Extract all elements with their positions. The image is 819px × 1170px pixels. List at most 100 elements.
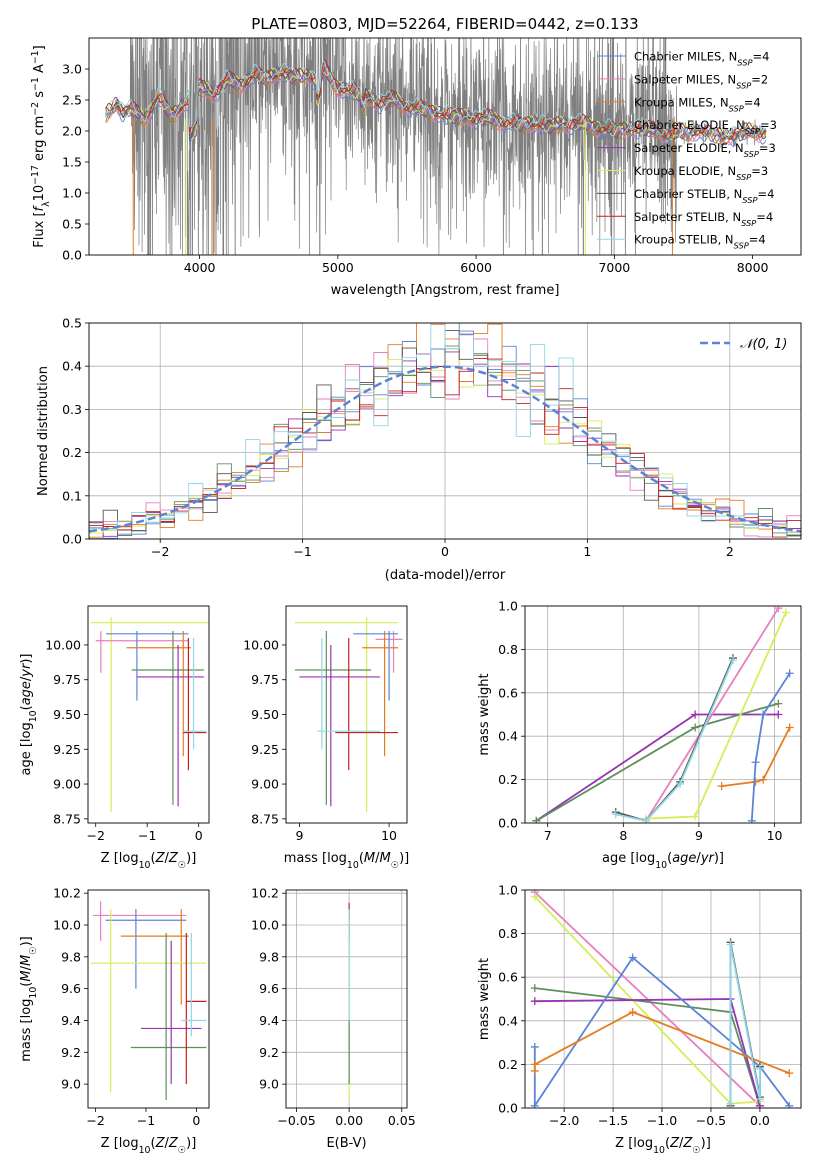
weight-marker-kroupa_elodie: [781, 608, 790, 617]
y-tick-label: 2.0: [62, 124, 82, 139]
weight-marker-salpeter_elodie: [774, 710, 783, 719]
x-tick-label: 5000: [322, 260, 354, 275]
mass-vs-Z-points: [90, 901, 207, 1101]
x-tick-label: −2: [151, 544, 169, 559]
y-tick-label: 9.00: [53, 777, 81, 792]
weight-marker-kroupa_elodie: [530, 892, 539, 901]
y-tick-label: 1.5: [62, 155, 82, 170]
legend-label-kroupa_stelib: Kroupa STELIB, NSSP=4: [634, 233, 766, 251]
y-tick-label: 0.0: [62, 532, 82, 547]
y-tick-label: 9.6: [259, 981, 279, 996]
mass-vs-Z-frame: [87, 889, 210, 1109]
x-tick-label: 2: [726, 544, 734, 559]
x-tick-label: 7000: [598, 260, 630, 275]
residuals-xlabel: (data-model)/error: [385, 568, 506, 583]
x-tick-label: 9: [695, 828, 703, 843]
y-tick-label: 0.6: [498, 685, 518, 700]
weight-marker-kroupa_stelib: [755, 1064, 764, 1073]
x-tick-label: 7: [544, 828, 552, 843]
x-tick-label: −1: [138, 828, 156, 843]
y-tick-label: 9.25: [251, 742, 279, 757]
age-vs-mass-points: [294, 617, 403, 812]
y-tick-label: 9.75: [53, 672, 81, 687]
x-tick-label: 0.00: [335, 1113, 363, 1128]
legend-label-chabrier_stelib: Chabrier STELIB, NSSP=4: [634, 187, 774, 205]
weight-marker-salpeter_miles: [774, 606, 783, 613]
y-tick-label: 9.75: [251, 672, 279, 687]
weight-marker-chabrier_elodie: [691, 723, 700, 732]
weight-marker-kroupa_stelib: [641, 816, 650, 823]
mass-vs-Z-xlabel: Z [log10(Z/Z☉)]: [101, 1136, 197, 1156]
y-tick-label: 10.2: [53, 886, 81, 901]
weight-marker-chabrier_elodie: [532, 816, 541, 823]
legend-label-salpeter_miles: Salpeter MILES, NSSP=2: [634, 72, 768, 90]
weight-vs-age-lines: [532, 606, 794, 823]
y-tick-label: 9.00: [251, 777, 279, 792]
y-tick-label: 1.0: [498, 883, 518, 898]
x-tick-label: −0.5: [696, 1113, 726, 1128]
weight-marker-chabrier_elodie: [774, 699, 783, 708]
x-tick-label: −2.0: [549, 1113, 579, 1128]
weight-line-kroupa_stelib: [729, 944, 761, 1104]
weight-vs-age-xlabel: age [log10(age/yr)]: [602, 851, 724, 871]
age-vs-Z-axes: −2 −1 0 8.75 9.00 9.25 9.50 9.75 10.00: [45, 637, 203, 843]
weight-marker-kroupa_miles: [717, 782, 726, 791]
weight-marker-kroupa_elodie: [691, 812, 700, 821]
y-tick-label: 0.0: [62, 248, 82, 263]
age-vs-Z-frame: [87, 605, 210, 824]
x-tick-label: 0: [195, 828, 203, 843]
weight-vs-Z-lines: [530, 890, 794, 1108]
y-tick-label: 9.25: [53, 742, 81, 757]
model-line-salpeter_stelib: [105, 59, 766, 141]
legend-label-chabrier_miles: Chabrier MILES, NSSP=4: [634, 50, 769, 68]
mass-vs-EBV-frame: [285, 889, 408, 1109]
spectrum-xlabel: wavelength [Angstrom, rest frame]: [331, 283, 560, 298]
x-tick-label: 6000: [460, 260, 492, 275]
weight-marker-chabrier_miles: [785, 1101, 794, 1108]
mass-vs-EBV-axes: −0.05 0.00 0.05 9.0 9.2 9.4 9.6 9.8 10.0 10.2: [251, 886, 416, 1128]
x-tick-label: 10: [767, 828, 783, 843]
y-tick-label: 0.2: [498, 1057, 518, 1072]
spectrum-data-group: [105, 38, 767, 255]
y-tick-label: 9.2: [61, 1045, 81, 1060]
weight-marker-salpeter_elodie: [691, 710, 700, 719]
weight-line-kroupa_miles: [721, 727, 791, 787]
y-tick-label: 9.2: [259, 1045, 279, 1060]
normal-reference-curve: [89, 365, 801, 533]
weight-line-chabrier_miles: [750, 672, 791, 821]
y-tick-label: 10.00: [45, 637, 81, 652]
weight-vs-age-axes: 7 8 9 10 0.0 0.2 0.4 0.6 0.8 1.0: [498, 599, 801, 843]
weight-vs-Z-frame: [524, 889, 802, 1109]
weight-vs-age-ylabel: mass weight: [477, 673, 492, 755]
y-tick-label: 0.5: [62, 217, 82, 232]
weight-marker-kroupa_stelib: [726, 1099, 735, 1108]
weight-marker-chabrier_miles: [747, 816, 756, 823]
x-tick-label: 4000: [184, 260, 216, 275]
legend-label-kroupa_miles: Kroupa MILES, NSSP=4: [634, 95, 761, 113]
x-tick-label: −1.5: [598, 1113, 628, 1128]
y-tick-label: 9.50: [251, 707, 279, 722]
spectrum-ylabel: Flux [fλ10−17 erg cm−2 s−1 A−1]: [30, 45, 52, 247]
age-vs-mass-frame: [285, 605, 408, 824]
legend-label-salpeter_stelib: Salpeter STELIB, NSSP=4: [634, 210, 773, 228]
weight-marker-kroupa_miles: [785, 1069, 794, 1078]
figure-title: PLATE=0803, MJD=52264, FIBERID=0442, z=0…: [251, 15, 638, 33]
weight-marker-kroupa_miles: [530, 1060, 539, 1069]
y-tick-label: 0.2: [62, 445, 82, 460]
y-tick-label: 0.8: [498, 926, 518, 941]
y-tick-label: 3.0: [62, 62, 82, 77]
weight-marker-kroupa_miles: [751, 777, 760, 786]
weight-marker-kroupa_miles: [759, 775, 768, 784]
x-tick-label: 8000: [737, 260, 769, 275]
y-tick-label: 1.0: [62, 186, 82, 201]
age-vs-Z-ylabel: age [log10(age/yr)]: [19, 653, 39, 775]
x-tick-label: 0: [192, 1113, 200, 1128]
y-tick-label: 0.3: [62, 402, 82, 417]
weight-vs-Z-xlabel: Z [log10(Z/Z☉)]: [615, 1136, 711, 1156]
weight-marker-chabrier_miles: [785, 669, 794, 678]
y-tick-label: 1.0: [498, 599, 518, 614]
residual-hist-group: [89, 323, 801, 539]
model-line-kroupa_elodie: [105, 67, 767, 142]
y-tick-label: 9.50: [53, 707, 81, 722]
y-tick-label: 0.0: [498, 1101, 518, 1116]
